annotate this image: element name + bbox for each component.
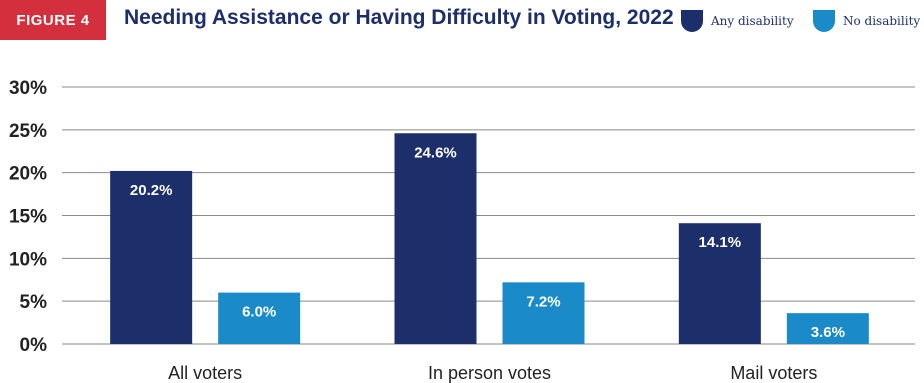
bar	[678, 223, 761, 344]
chart-title: Needing Assistance or Having Difficulty …	[124, 6, 674, 29]
data-label: 6.0%	[242, 304, 276, 321]
legend-label-no-disability: No disability	[843, 14, 921, 28]
bar	[502, 282, 585, 344]
x-category-label: All voters	[168, 363, 242, 383]
y-tick-label: 0%	[20, 335, 48, 356]
data-label: 14.1%	[699, 234, 742, 251]
bar	[394, 133, 477, 344]
y-tick-label: 15%	[9, 207, 47, 228]
y-tick-label: 10%	[9, 249, 47, 270]
legend-label-any-disability: Any disability	[711, 14, 794, 28]
bar	[786, 313, 869, 344]
figure-badge: FIGURE 4	[0, 0, 106, 40]
bar	[218, 292, 301, 344]
legend-item-any-disability: Any disability	[681, 10, 794, 32]
legend-swatch-no-disability	[813, 10, 835, 32]
data-label: 24.6%	[414, 144, 457, 161]
bar	[110, 170, 193, 344]
x-category-label: In person votes	[428, 363, 551, 383]
y-tick-label: 25%	[9, 121, 47, 142]
y-tick-label: 30%	[9, 78, 47, 99]
data-label: 7.2%	[526, 293, 560, 310]
y-tick-label: 20%	[9, 164, 47, 185]
y-tick-label: 5%	[20, 292, 48, 313]
legend-item-no-disability: No disability	[813, 10, 920, 32]
legend-swatch-any-disability	[681, 10, 703, 32]
data-label: 3.6%	[811, 324, 845, 341]
data-label: 20.2%	[130, 182, 173, 199]
x-category-label: Mail voters	[730, 363, 817, 383]
